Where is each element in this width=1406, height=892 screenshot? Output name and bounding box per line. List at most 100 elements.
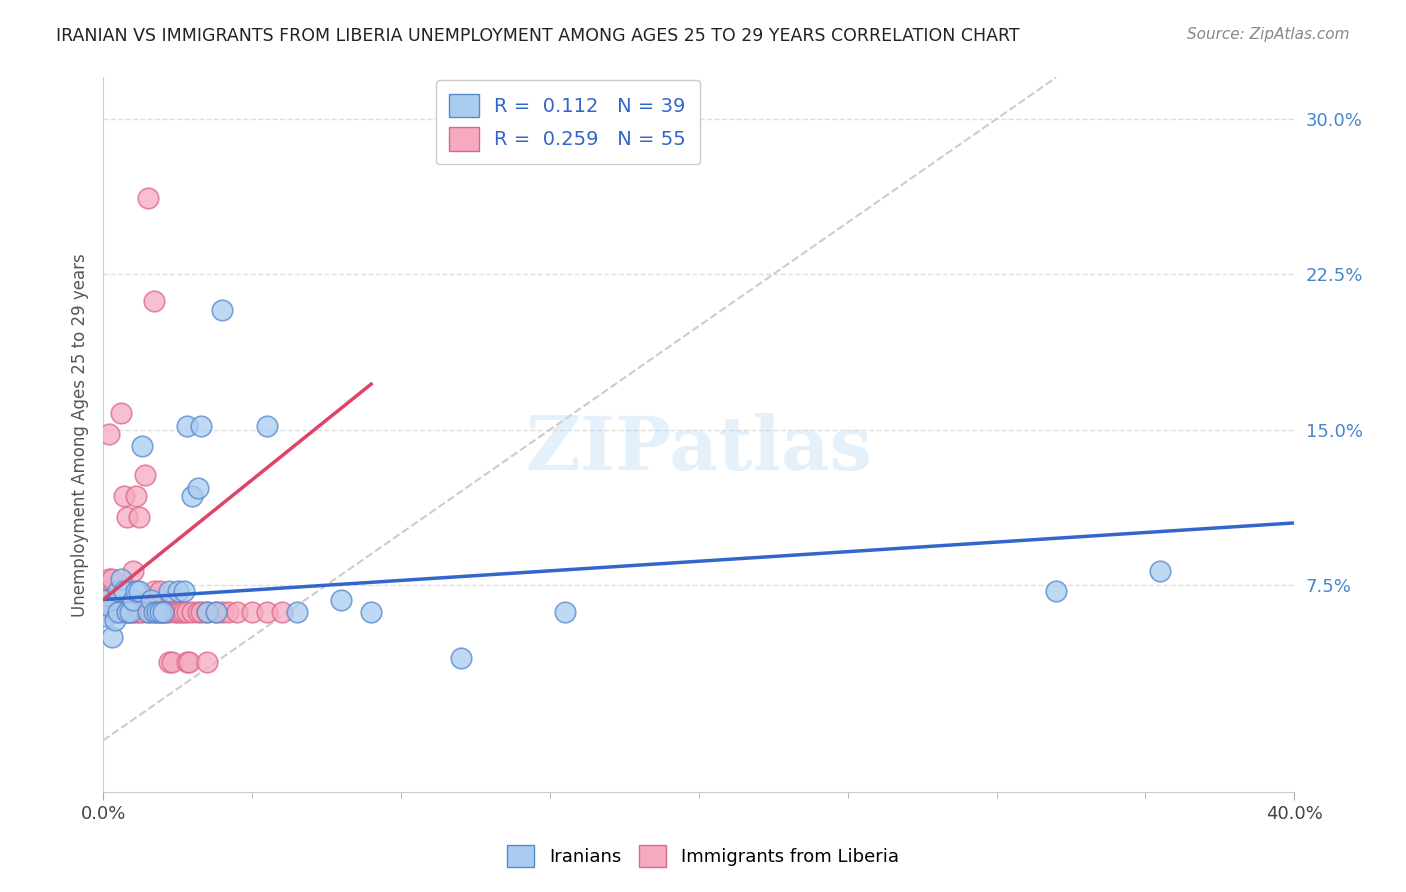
Point <box>163 605 186 619</box>
Point <box>122 605 145 619</box>
Point <box>128 605 150 619</box>
Point <box>104 605 127 619</box>
Point <box>211 605 233 619</box>
Point <box>91 592 114 607</box>
Text: Source: ZipAtlas.com: Source: ZipAtlas.com <box>1187 27 1350 42</box>
Point <box>142 294 165 309</box>
Point <box>110 572 132 586</box>
Point <box>131 439 153 453</box>
Point <box>166 584 188 599</box>
Point <box>142 605 165 619</box>
Point <box>136 605 159 619</box>
Point <box>128 584 150 599</box>
Legend: R =  0.112   N = 39, R =  0.259   N = 55: R = 0.112 N = 39, R = 0.259 N = 55 <box>436 80 700 164</box>
Point <box>139 592 162 607</box>
Point <box>1149 564 1171 578</box>
Point <box>360 605 382 619</box>
Point <box>211 302 233 317</box>
Point <box>98 599 121 613</box>
Point <box>125 489 148 503</box>
Point <box>173 605 195 619</box>
Point <box>450 650 472 665</box>
Point <box>142 584 165 599</box>
Point <box>179 655 201 669</box>
Point <box>112 584 135 599</box>
Point <box>181 489 204 503</box>
Point <box>190 418 212 433</box>
Point <box>270 605 292 619</box>
Point <box>160 655 183 669</box>
Point <box>181 605 204 619</box>
Point <box>101 605 124 619</box>
Point <box>554 605 576 619</box>
Point <box>176 605 198 619</box>
Point <box>91 584 114 599</box>
Point <box>94 609 117 624</box>
Point <box>256 605 278 619</box>
Point <box>157 605 180 619</box>
Point <box>131 605 153 619</box>
Point <box>226 605 249 619</box>
Point <box>195 605 218 619</box>
Point <box>107 605 129 619</box>
Point <box>1045 584 1067 599</box>
Point <box>107 605 129 619</box>
Point <box>217 605 239 619</box>
Point <box>125 584 148 599</box>
Point <box>136 191 159 205</box>
Point <box>157 655 180 669</box>
Point <box>125 605 148 619</box>
Point <box>205 605 228 619</box>
Point <box>134 468 156 483</box>
Point <box>118 605 141 619</box>
Point <box>195 655 218 669</box>
Point <box>155 605 177 619</box>
Point <box>122 564 145 578</box>
Point <box>157 584 180 599</box>
Point <box>149 584 172 599</box>
Y-axis label: Unemployment Among Ages 25 to 29 years: Unemployment Among Ages 25 to 29 years <box>72 253 89 616</box>
Point <box>112 489 135 503</box>
Point <box>205 605 228 619</box>
Point <box>115 605 138 619</box>
Point <box>110 406 132 420</box>
Point <box>139 605 162 619</box>
Point <box>169 605 191 619</box>
Point <box>98 572 121 586</box>
Point <box>136 605 159 619</box>
Point <box>152 605 174 619</box>
Point <box>107 584 129 599</box>
Point <box>152 605 174 619</box>
Point <box>152 605 174 619</box>
Point <box>256 418 278 433</box>
Point <box>112 605 135 619</box>
Point <box>176 418 198 433</box>
Point <box>149 605 172 619</box>
Point <box>118 605 141 619</box>
Point <box>285 605 308 619</box>
Text: IRANIAN VS IMMIGRANTS FROM LIBERIA UNEMPLOYMENT AMONG AGES 25 TO 29 YEARS CORREL: IRANIAN VS IMMIGRANTS FROM LIBERIA UNEMP… <box>56 27 1019 45</box>
Point <box>101 572 124 586</box>
Point <box>104 613 127 627</box>
Point <box>145 605 167 619</box>
Point <box>176 655 198 669</box>
Point <box>115 605 138 619</box>
Point <box>145 605 167 619</box>
Legend: Iranians, Immigrants from Liberia: Iranians, Immigrants from Liberia <box>501 838 905 874</box>
Point <box>122 592 145 607</box>
Point <box>110 605 132 619</box>
Point <box>115 509 138 524</box>
Point <box>128 509 150 524</box>
Point <box>187 481 209 495</box>
Point <box>195 605 218 619</box>
Point <box>94 592 117 607</box>
Point <box>98 426 121 441</box>
Point <box>240 605 263 619</box>
Point <box>187 605 209 619</box>
Point <box>173 584 195 599</box>
Point <box>190 605 212 619</box>
Text: ZIPatlas: ZIPatlas <box>526 413 872 485</box>
Point <box>101 630 124 644</box>
Point <box>330 592 353 607</box>
Point <box>166 605 188 619</box>
